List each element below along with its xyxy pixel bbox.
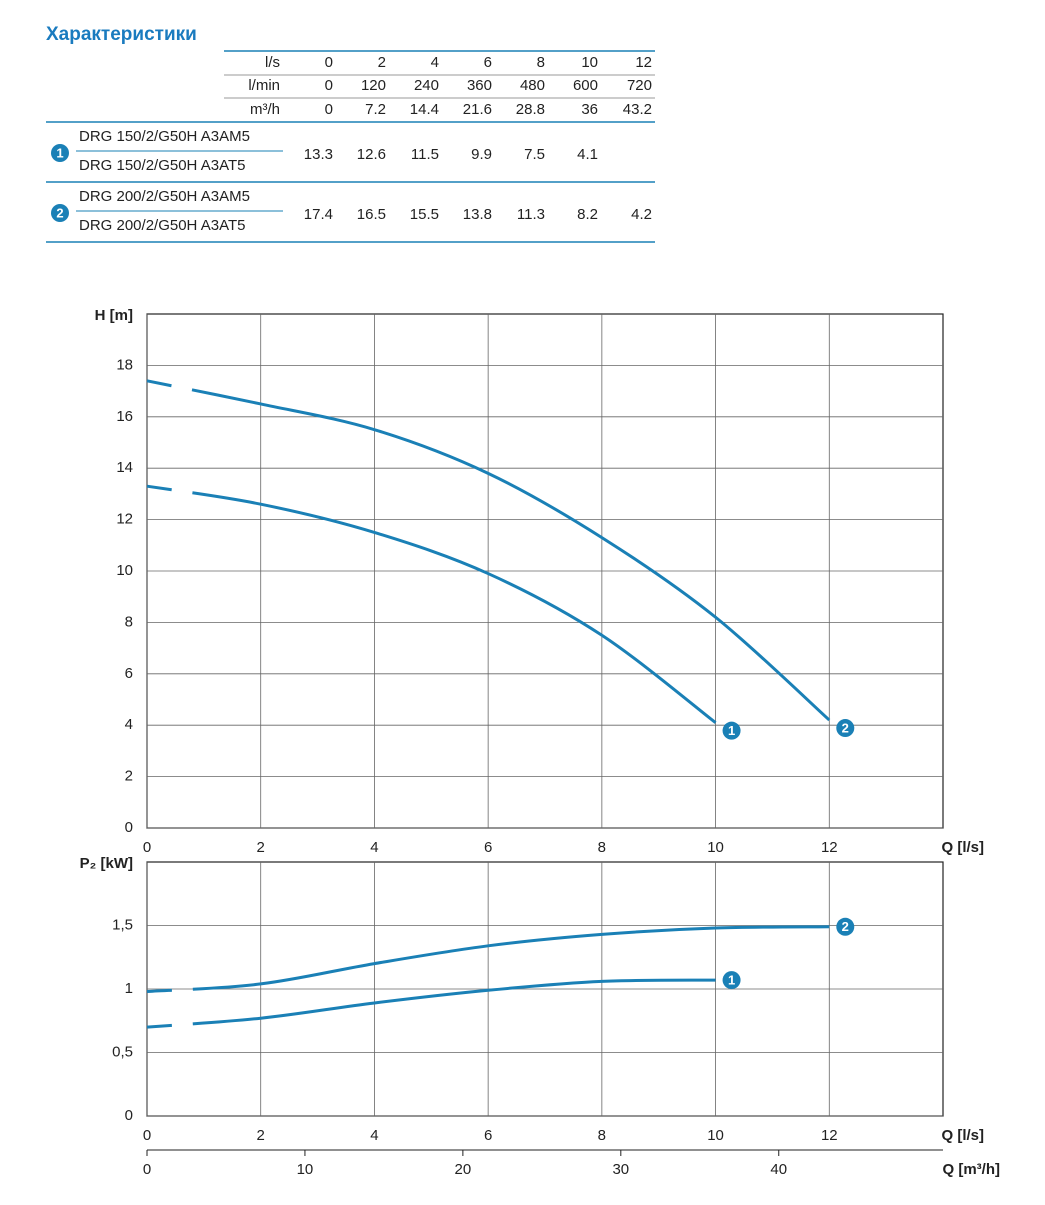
marker-label: 1 <box>56 145 63 160</box>
unit-label: l/s <box>265 54 280 71</box>
head-value: 13.8 <box>463 206 492 223</box>
x-tick-label: 12 <box>821 1127 838 1144</box>
y-tick-label: 18 <box>116 356 133 373</box>
header-value: 0 <box>325 101 333 118</box>
header-value: 36 <box>581 101 598 118</box>
header-value: 0 <box>325 77 333 94</box>
y-tick-label: 16 <box>116 408 133 425</box>
header-value: 2 <box>378 54 386 71</box>
head-value: 8.2 <box>577 206 598 223</box>
header-value: 21.6 <box>463 101 492 118</box>
curve <box>146 484 717 724</box>
header-value: 7.2 <box>365 101 386 118</box>
x-tick-label: 0 <box>143 839 151 856</box>
header-value: 12 <box>635 54 652 71</box>
header-value: 0 <box>325 54 333 71</box>
model-name: DRG 200/2/G50H A3AT5 <box>79 217 245 234</box>
head-value: 12.6 <box>357 146 386 163</box>
y-tick-label: 1,5 <box>112 916 133 933</box>
marker-circle <box>722 971 741 990</box>
model-name: DRG 150/2/G50H A3AM5 <box>79 128 250 145</box>
marker-circle <box>836 719 855 738</box>
curve <box>146 925 830 994</box>
x-axis-label: Q [l/s] <box>941 839 984 856</box>
header-value: 14.4 <box>410 101 439 118</box>
y-tick-label: 2 <box>125 768 133 785</box>
head-value: 16.5 <box>357 206 386 223</box>
marker-circle <box>51 144 69 162</box>
head-value: 15.5 <box>410 206 439 223</box>
x-tick-label: 6 <box>484 839 492 856</box>
header-value: 43.2 <box>623 101 652 118</box>
model-name: DRG 200/2/G50H A3AM5 <box>79 188 250 205</box>
x-tick-label: 8 <box>598 839 606 856</box>
x-tick-label: 10 <box>707 839 724 856</box>
marker-circle <box>51 204 69 222</box>
y-tick-label: 12 <box>116 511 133 528</box>
marker-circle <box>836 917 855 936</box>
y-tick-label: 0 <box>125 1107 133 1124</box>
x2-tick-label: 0 <box>143 1161 151 1178</box>
header-value: 240 <box>414 77 439 94</box>
x-tick-label: 0 <box>143 1127 151 1144</box>
model-name: DRG 150/2/G50H A3AT5 <box>79 157 245 174</box>
unit-label: m³/h <box>250 101 280 118</box>
x2-tick-label: 30 <box>612 1161 629 1178</box>
y-tick-label: 0 <box>125 819 133 836</box>
head-value: 9.9 <box>471 146 492 163</box>
marker-label: 2 <box>842 720 849 735</box>
header-value: 480 <box>520 77 545 94</box>
x-axis-label: Q [l/s] <box>941 1127 984 1144</box>
x-tick-label: 8 <box>598 1127 606 1144</box>
y-tick-label: 4 <box>125 716 133 733</box>
header-value: 6 <box>484 54 492 71</box>
curve <box>146 379 831 722</box>
x2-tick-label: 40 <box>770 1161 787 1178</box>
y-tick-label: 14 <box>116 459 133 476</box>
y-tick-label: 10 <box>116 562 133 579</box>
header-value: 10 <box>581 54 598 71</box>
marker-label: 2 <box>842 919 849 934</box>
x-tick-label: 2 <box>257 1127 265 1144</box>
y-tick-label: 1 <box>125 980 133 997</box>
section-title: Характеристики <box>46 24 197 45</box>
x-tick-label: 12 <box>821 839 838 856</box>
header-value: 720 <box>627 77 652 94</box>
header-value: 120 <box>361 77 386 94</box>
x-tick-label: 6 <box>484 1127 492 1144</box>
head-value: 4.1 <box>577 146 598 163</box>
head-value: 17.4 <box>304 206 333 223</box>
marker-label: 1 <box>728 723 735 738</box>
x2-tick-label: 20 <box>455 1161 472 1178</box>
unit-label: l/min <box>248 77 280 94</box>
header-value: 360 <box>467 77 492 94</box>
header-value: 8 <box>537 54 545 71</box>
x-tick-label: 10 <box>707 1127 724 1144</box>
header-value: 600 <box>573 77 598 94</box>
y-tick-label: 6 <box>125 665 133 682</box>
head-value: 11.5 <box>411 146 439 163</box>
x-tick-label: 4 <box>370 839 378 856</box>
x2-axis-label: Q [m³/h] <box>943 1161 1001 1178</box>
y-tick-label: 0,5 <box>112 1043 133 1060</box>
curve <box>146 978 716 1029</box>
x-tick-label: 2 <box>257 839 265 856</box>
head-value: 7.5 <box>524 146 545 163</box>
marker-circle <box>722 721 741 740</box>
header-value: 4 <box>431 54 439 71</box>
header-value: 28.8 <box>516 101 545 118</box>
marker-label: 2 <box>56 205 63 220</box>
y-axis-label: P₂ [kW] <box>80 855 133 872</box>
marker-label: 1 <box>728 973 735 988</box>
head-value: 4.2 <box>631 206 652 223</box>
y-tick-label: 8 <box>125 613 133 630</box>
head-value: 13.3 <box>304 146 333 163</box>
y-axis-label: H [m] <box>95 307 133 324</box>
head-value: 11.3 <box>517 206 545 223</box>
x2-tick-label: 10 <box>297 1161 314 1178</box>
x-tick-label: 4 <box>370 1127 378 1144</box>
